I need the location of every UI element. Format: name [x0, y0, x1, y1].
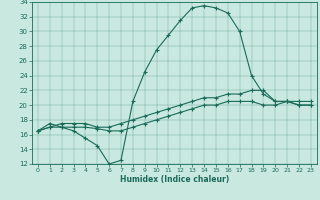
X-axis label: Humidex (Indice chaleur): Humidex (Indice chaleur) — [120, 175, 229, 184]
